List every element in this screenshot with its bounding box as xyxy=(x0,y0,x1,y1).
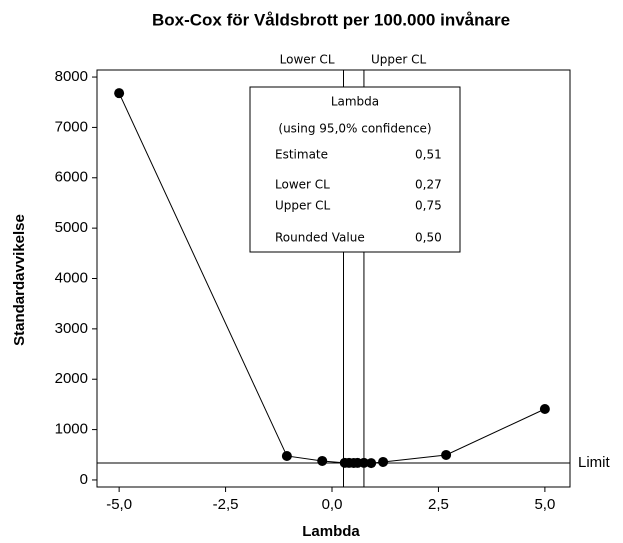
box-row-label: Estimate xyxy=(275,148,328,162)
data-point xyxy=(114,88,125,99)
box-row-label: Rounded Value xyxy=(275,231,365,245)
y-tick-label: 6000 xyxy=(55,169,88,186)
data-point xyxy=(539,403,550,414)
data-point xyxy=(366,458,377,469)
y-tick-label: 3000 xyxy=(55,320,88,337)
data-point xyxy=(281,450,292,461)
y-tick-label: 5000 xyxy=(55,219,88,236)
info-box xyxy=(249,86,461,253)
box-row-label: Upper CL xyxy=(275,199,331,213)
box-row-value: 0,75 xyxy=(415,199,442,213)
box-row-value: 0,50 xyxy=(415,231,442,245)
y-tick-label: 7000 xyxy=(55,118,88,135)
y-tick-label: 8000 xyxy=(55,68,88,85)
y-axis-label: Standardavvikelse xyxy=(11,214,28,346)
x-tick-label: 5,0 xyxy=(534,496,555,513)
cl-label: Upper CL xyxy=(371,53,427,67)
data-point xyxy=(441,449,452,460)
y-tick-label: 4000 xyxy=(55,269,88,286)
chart-title: Box-Cox för Våldsbrott per 100.000 invån… xyxy=(152,10,510,29)
cl-label: Lower CL xyxy=(280,53,335,67)
box-row-value: 0,27 xyxy=(415,178,442,192)
x-tick-label: 0,0 xyxy=(322,496,343,513)
box-title: Lambda xyxy=(331,95,379,109)
data-point xyxy=(378,456,389,467)
data-point xyxy=(317,455,328,466)
x-tick-label: -2,5 xyxy=(213,496,239,513)
box-row-label: Lower CL xyxy=(275,178,330,192)
box-row-value: 0,51 xyxy=(415,148,442,162)
limit-label: Limit xyxy=(578,454,611,471)
x-tick-label: 2,5 xyxy=(428,496,449,513)
y-tick-label: 1000 xyxy=(55,421,88,438)
y-tick-label: 0 xyxy=(80,471,88,488)
y-tick-label: 2000 xyxy=(55,370,88,387)
box-subtitle: (using 95,0% confidence) xyxy=(278,122,431,136)
x-axis-label: Lambda xyxy=(302,523,360,540)
x-tick-label: -5,0 xyxy=(106,496,132,513)
data-point xyxy=(358,457,369,468)
